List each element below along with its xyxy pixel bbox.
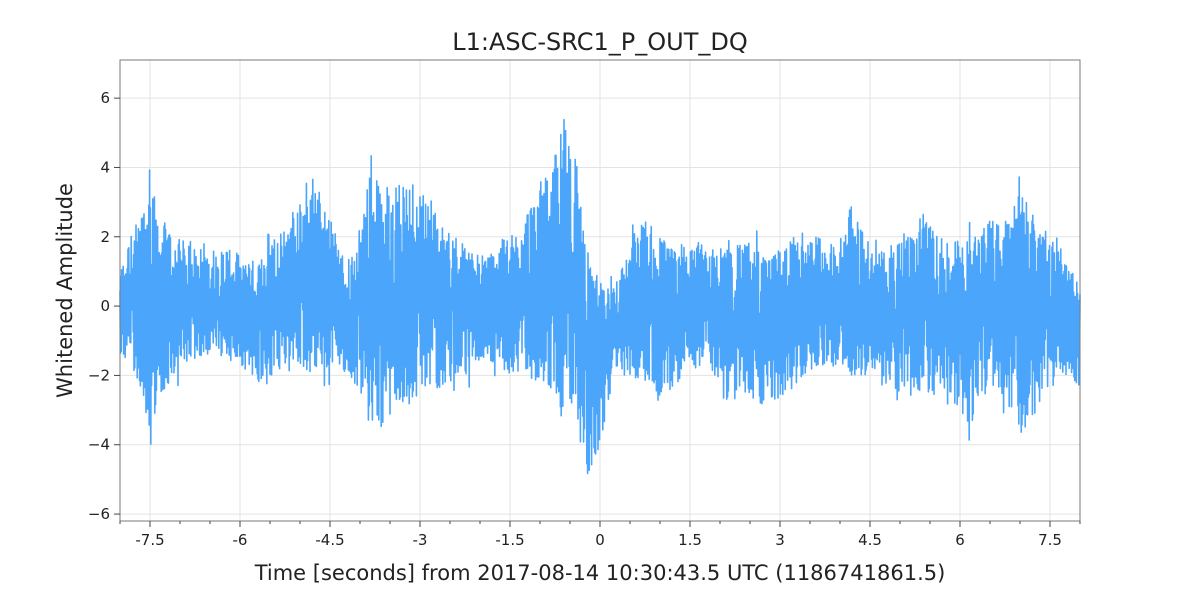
y-tick-label: 2 — [100, 228, 110, 246]
y-tick-label: −2 — [88, 366, 110, 384]
x-tick-label: 6 — [955, 531, 965, 549]
signal-line — [119, 118, 1081, 475]
x-axis-title: Time [seconds] from 2017-08-14 10:30:43.… — [254, 561, 946, 585]
x-tick-label: -1.5 — [495, 531, 524, 549]
x-tick-label: 0 — [595, 531, 605, 549]
x-tick-label: -4.5 — [315, 531, 344, 549]
y-tick-label: 6 — [100, 89, 110, 107]
chart-title: L1:ASC-SRC1_P_OUT_DQ — [452, 28, 748, 56]
signal-trace — [119, 118, 1081, 475]
x-tick-label: -7.5 — [135, 531, 164, 549]
x-tick-label: 3 — [775, 531, 785, 549]
x-tick-label: -3 — [413, 531, 428, 549]
y-tick-label: −6 — [88, 505, 110, 523]
y-tick-label: 4 — [100, 158, 110, 176]
x-tick-label: -6 — [233, 531, 248, 549]
x-tick-label: 4.5 — [858, 531, 882, 549]
y-tick-label: 0 — [100, 297, 110, 315]
x-tick-label: 1.5 — [678, 531, 702, 549]
y-axis-title: Whitened Amplitude — [53, 183, 77, 398]
x-axis: -7.5 -6 -4.5 -3 -1.5 0 1.5 3 4.5 6 7.5 — [119, 521, 1081, 549]
x-tick-label: 7.5 — [1038, 531, 1062, 549]
y-axis: −6 −4 −2 0 2 4 6 — [88, 89, 120, 523]
y-tick-label: −4 — [88, 436, 110, 454]
